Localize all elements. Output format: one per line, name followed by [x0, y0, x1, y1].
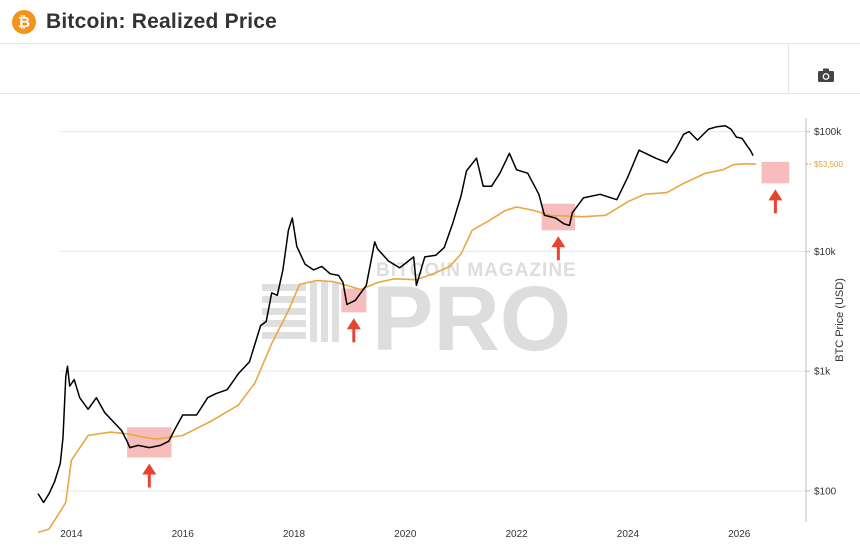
page-header: ₿ Bitcoin: Realized Price — [0, 0, 860, 44]
arrow-up-icon — [551, 236, 566, 261]
page-title: Bitcoin: Realized Price — [46, 10, 277, 33]
x-tick-label: 2016 — [172, 529, 195, 540]
realized-price-chart: BITCOIN MAGAZINE PRO $100$1k$10k$100k 20… — [37, 118, 846, 540]
arrow-up-icon — [346, 318, 361, 343]
x-tick-label: 2024 — [617, 529, 640, 540]
x-tick-label: 2014 — [60, 529, 83, 540]
toolbar-divider — [788, 44, 789, 94]
bitcoin-logo-icon: ₿ — [12, 10, 36, 34]
highlight-box — [127, 427, 172, 458]
y-tick-label: $100 — [814, 486, 837, 497]
grid-lines — [60, 131, 806, 492]
highlight-box — [761, 161, 790, 184]
arrow-head — [551, 236, 566, 248]
x-tick-label: 2026 — [728, 529, 751, 540]
watermark-bars-icon — [262, 282, 339, 342]
watermark-line2: PRO — [372, 268, 571, 370]
highlight-box — [541, 203, 576, 231]
camera-icon[interactable] — [817, 67, 835, 83]
arrow-head — [768, 189, 783, 201]
x-tick-label: 2018 — [283, 529, 306, 540]
highlight-regions — [127, 161, 790, 458]
arrow-head — [142, 463, 157, 475]
x-tick-label: 2022 — [505, 529, 528, 540]
arrow-markers — [142, 189, 783, 488]
y-axis-ticks: $100 $1k $10k $100k — [806, 127, 842, 497]
chart-toolbar — [0, 44, 860, 94]
y-axis-title: BTC Price (USD) — [834, 278, 846, 362]
x-tick-label: 2020 — [394, 529, 417, 540]
arrow-up-icon — [768, 189, 783, 214]
y-tick-label: $10k — [814, 247, 837, 258]
arrow-up-icon — [142, 463, 157, 488]
btc-price-line — [37, 125, 754, 504]
y-tick-label: $1k — [814, 367, 831, 378]
y-tick-label: $100k — [814, 127, 842, 138]
arrow-head — [346, 318, 361, 330]
realized-price-value-label: $53,500 — [814, 160, 843, 169]
x-axis-ticks: 2014 2016 2018 2020 2022 2024 2026 — [60, 529, 751, 540]
